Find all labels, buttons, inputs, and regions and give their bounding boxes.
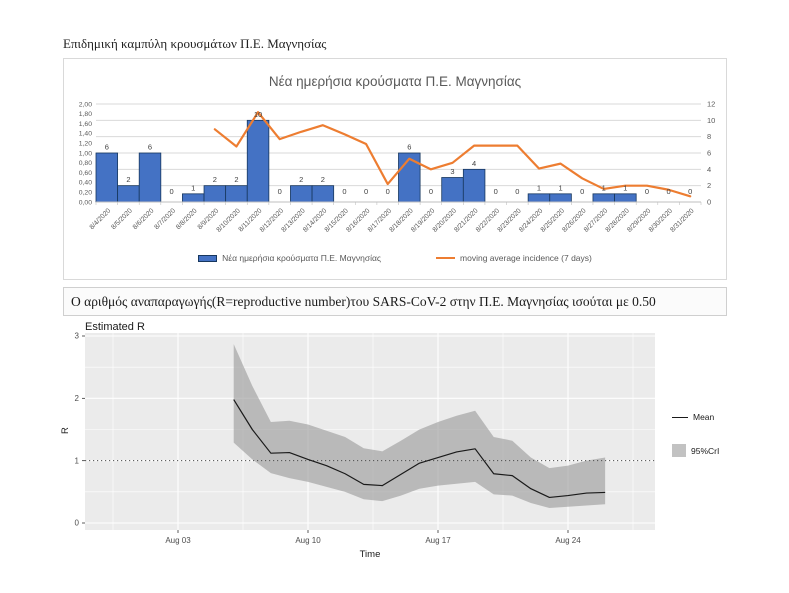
- time-axis-label: Time: [359, 549, 381, 560]
- svg-text:2: 2: [321, 175, 325, 184]
- svg-text:0: 0: [667, 187, 671, 196]
- svg-text:0: 0: [515, 187, 519, 196]
- estimated-r-legend: Mean 95%CrI: [672, 412, 719, 457]
- legend-label-moving-average: moving average incidence (7 days): [460, 253, 592, 263]
- svg-text:0,60: 0,60: [79, 170, 92, 177]
- svg-text:6: 6: [707, 149, 711, 158]
- svg-text:8/4/2020: 8/4/2020: [89, 207, 113, 231]
- daily-cases-chart-card: 6 2 6 0 1 2 2 10 0 2 2 0 0 0 6 0 3 4 0 0 1 1 0 1 1 0 0 0 2,00 1,80 1,6…: [63, 58, 727, 280]
- line-series-swatch: [436, 257, 456, 259]
- daily-cases-legend: Νέα ημερήσια κρούσματα Π.Ε. Μαγνησίας mo…: [64, 253, 726, 263]
- svg-text:2: 2: [213, 175, 217, 184]
- svg-text:Aug 10: Aug 10: [295, 536, 321, 545]
- legend-label-mean: Mean: [693, 412, 715, 422]
- svg-text:12: 12: [707, 100, 715, 109]
- r-axis-label: R: [59, 427, 71, 434]
- bar-series-swatch: [198, 254, 218, 262]
- svg-text:1: 1: [75, 456, 80, 465]
- svg-text:6: 6: [407, 143, 411, 152]
- svg-text:6: 6: [148, 143, 152, 152]
- cri-area-swatch: [672, 444, 686, 457]
- svg-text:1,00: 1,00: [79, 150, 92, 157]
- svg-text:1: 1: [191, 183, 195, 192]
- svg-text:0: 0: [75, 519, 80, 528]
- svg-text:2: 2: [299, 175, 303, 184]
- svg-text:6: 6: [105, 143, 109, 152]
- legend-item-95cri: 95%CrI: [672, 444, 719, 457]
- svg-text:8/7/2020: 8/7/2020: [153, 207, 177, 231]
- legend-item-new-cases: Νέα ημερήσια κρούσματα Π.Ε. Μαγνησίας: [198, 253, 381, 263]
- svg-text:3: 3: [450, 167, 454, 176]
- svg-text:8: 8: [707, 132, 711, 141]
- svg-text:1: 1: [602, 183, 606, 192]
- svg-text:0,20: 0,20: [79, 190, 92, 197]
- svg-text:0: 0: [170, 187, 174, 196]
- svg-text:0: 0: [278, 187, 282, 196]
- svg-text:0: 0: [580, 187, 584, 196]
- svg-text:1,40: 1,40: [79, 131, 92, 138]
- svg-text:2: 2: [75, 394, 80, 403]
- estimated-r-chart: 0 1 2 3 Aug 03 Aug 10 Aug 17 Aug 24 Estimated R…: [59, 320, 773, 575]
- svg-text:0: 0: [364, 187, 368, 196]
- svg-text:3: 3: [75, 332, 80, 341]
- svg-text:1,80: 1,80: [79, 111, 92, 118]
- svg-text:Aug 17: Aug 17: [425, 536, 451, 545]
- legend-label-95cri: 95%CrI: [691, 445, 720, 456]
- estimated-r-title: Estimated R: [85, 321, 145, 333]
- svg-text:4: 4: [472, 159, 476, 168]
- svg-text:Aug 24: Aug 24: [555, 536, 581, 545]
- svg-text:0,40: 0,40: [79, 180, 92, 187]
- svg-text:0: 0: [645, 187, 649, 196]
- svg-text:4: 4: [707, 165, 711, 174]
- mean-line-swatch: [672, 416, 688, 418]
- svg-text:2: 2: [707, 181, 711, 190]
- svg-text:2: 2: [126, 175, 130, 184]
- daily-cases-chart-title: Νέα ημερήσια κρούσματα Π.Ε. Μαγνησίας: [268, 74, 522, 89]
- svg-text:10: 10: [254, 110, 262, 119]
- svg-text:0: 0: [688, 187, 692, 196]
- svg-text:8/6/2020: 8/6/2020: [132, 207, 156, 231]
- svg-text:0,80: 0,80: [79, 160, 92, 167]
- estimated-r-plot: 0 1 2 3 Aug 03 Aug 10 Aug 17 Aug 24: [75, 332, 655, 545]
- svg-text:1: 1: [623, 183, 627, 192]
- legend-label-new-cases: Νέα ημερήσια κρούσματα Π.Ε. Μαγνησίας: [222, 253, 382, 263]
- svg-text:1,20: 1,20: [79, 141, 92, 148]
- svg-text:2,00: 2,00: [79, 101, 92, 108]
- svg-text:Aug 03: Aug 03: [165, 536, 191, 545]
- svg-text:0: 0: [429, 187, 433, 196]
- legend-item-moving-average: moving average incidence (7 days): [436, 253, 592, 263]
- svg-text:0: 0: [342, 187, 346, 196]
- svg-text:0: 0: [494, 187, 498, 196]
- svg-text:0,00: 0,00: [79, 199, 92, 206]
- page-title: Επιδημική καμπύλη κρουσμάτων Π.Ε. Μαγνησ…: [63, 36, 327, 51]
- svg-text:1,60: 1,60: [79, 121, 92, 128]
- svg-text:1: 1: [537, 183, 541, 192]
- svg-text:8/5/2020: 8/5/2020: [110, 207, 134, 231]
- svg-text:0: 0: [707, 198, 711, 207]
- svg-text:2: 2: [234, 175, 238, 184]
- r-number-statement: Ο αριθμός αναπαραγωγής(R=reproductive nu…: [63, 287, 727, 316]
- svg-text:10: 10: [707, 116, 715, 125]
- svg-text:0: 0: [386, 187, 390, 196]
- svg-text:8/8/2020: 8/8/2020: [175, 207, 199, 231]
- svg-text:8/31/2020: 8/31/2020: [669, 207, 695, 233]
- svg-text:1: 1: [558, 183, 562, 192]
- legend-item-mean: Mean: [672, 412, 719, 422]
